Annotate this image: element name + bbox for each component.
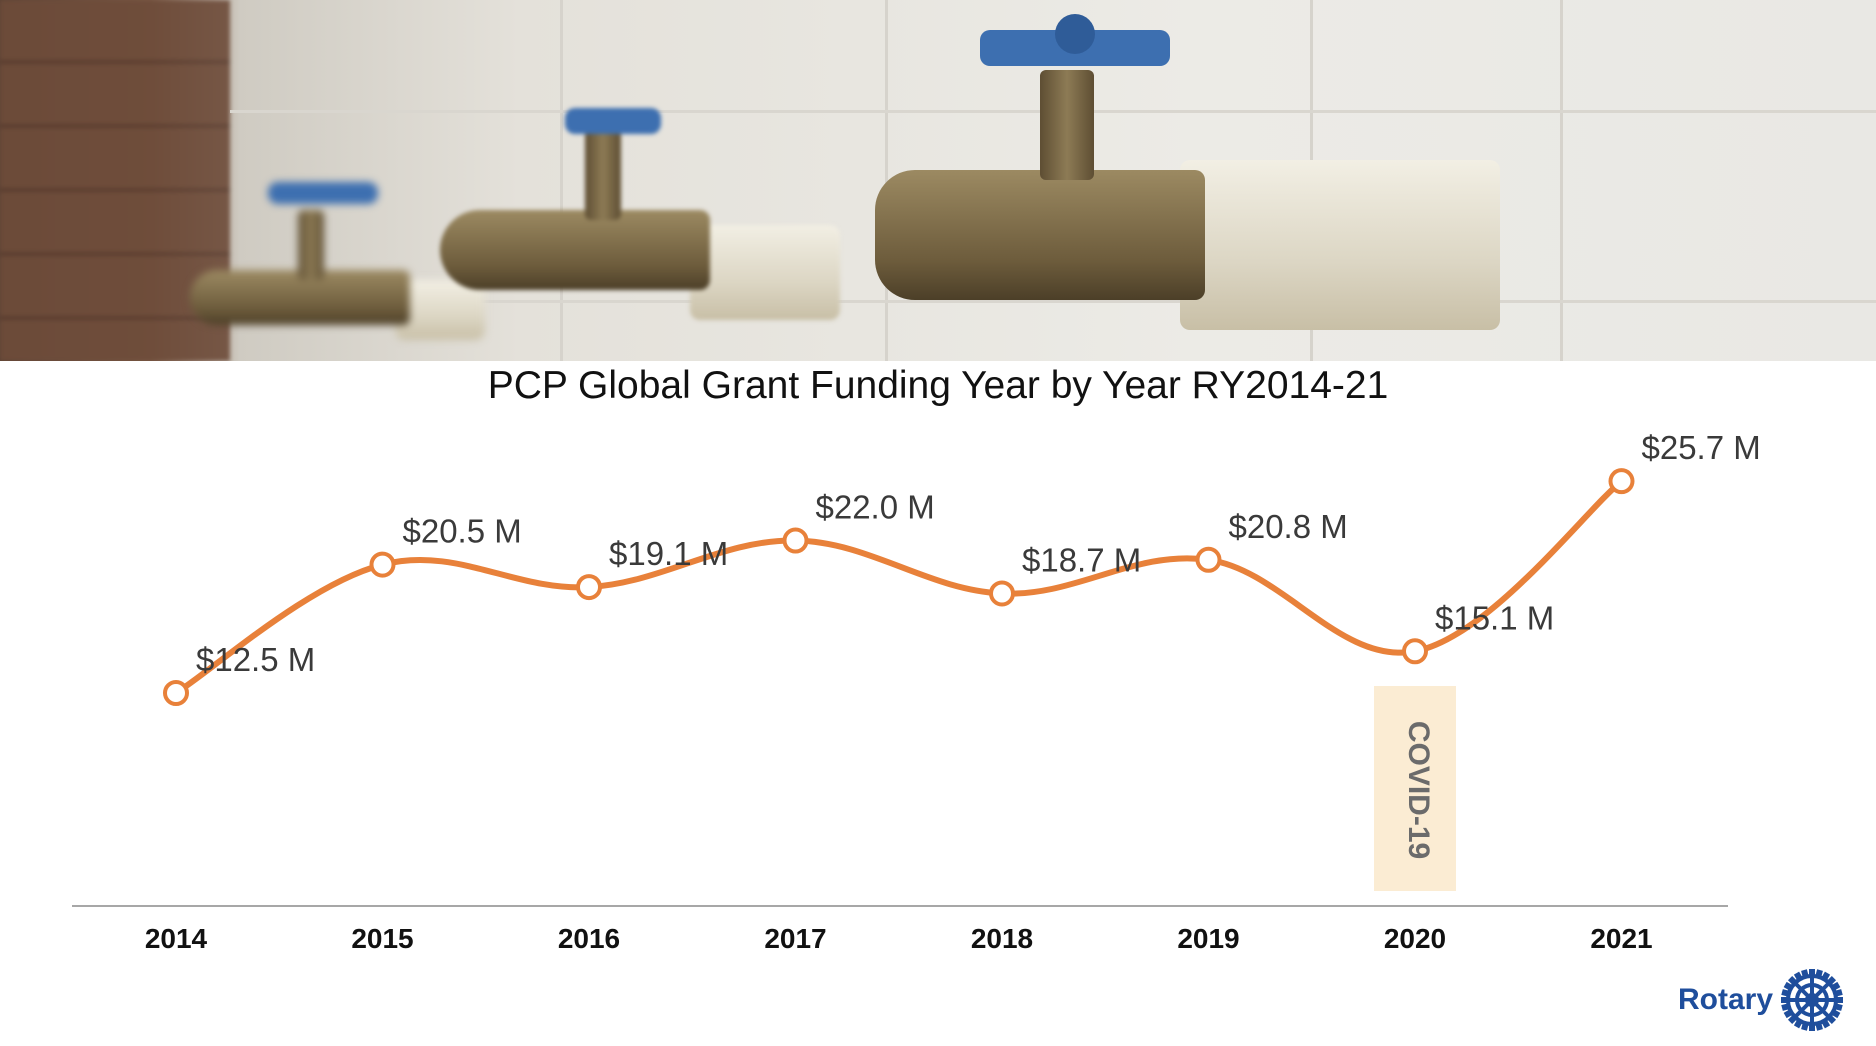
data-point-2017 xyxy=(782,527,809,554)
x-tick-label-2016: 2016 xyxy=(558,923,620,954)
data-point-2015 xyxy=(369,551,396,578)
faucets-photo-banner xyxy=(0,0,1876,361)
rotary-logo: Rotary xyxy=(1678,965,1845,1035)
data-point-2014 xyxy=(163,680,189,706)
x-tick-label-2019: 2019 xyxy=(1177,923,1239,954)
data-label-2015: $20.5 M xyxy=(403,513,522,550)
covid-annotation-box xyxy=(1374,686,1456,891)
data-label-2021: $25.7 M xyxy=(1642,429,1761,466)
x-tick-label-2018: 2018 xyxy=(971,923,1033,954)
x-tick-label-2014: 2014 xyxy=(145,923,208,954)
data-label-2018: $18.7 M xyxy=(1022,541,1141,578)
data-label-2016: $19.1 M xyxy=(609,535,728,572)
data-point-2019 xyxy=(1195,546,1222,573)
data-point-2018 xyxy=(989,580,1015,607)
data-label-2019: $20.8 M xyxy=(1229,508,1348,545)
x-tick-label-2021: 2021 xyxy=(1590,923,1652,954)
x-tick-label-2017: 2017 xyxy=(764,923,826,954)
data-point-2021 xyxy=(1608,468,1635,495)
rotary-wheel-icon xyxy=(1781,969,1844,1031)
chart-title: PCP Global Grant Funding Year by Year RY… xyxy=(487,364,1389,407)
data-point-2020 xyxy=(1402,638,1428,665)
data-label-2020: $15.1 M xyxy=(1435,599,1554,636)
data-label-2017: $22.0 M xyxy=(816,489,935,526)
rotary-logo-text: Rotary xyxy=(1678,983,1774,1016)
x-tick-label-2015: 2015 xyxy=(351,923,413,954)
data-label-2014: $12.5 M xyxy=(196,641,315,678)
data-point-2016 xyxy=(576,574,602,601)
x-tick-label-2020: 2020 xyxy=(1384,923,1446,954)
covid-annotation-label: COVID-19 xyxy=(1402,721,1435,859)
